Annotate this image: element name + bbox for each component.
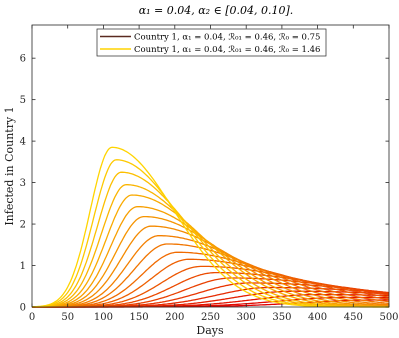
- y-tick-label-1: 1: [20, 261, 26, 272]
- series-line-0: [32, 146, 389, 308]
- chart-title: α₁ = 0.04, α₂ ∈ [0.04, 0.10].: [139, 4, 294, 17]
- x-axis: 0 50 100 150 200 250 300 350 400 450 500: [29, 25, 399, 323]
- x-tick-label-0: 0: [29, 312, 35, 323]
- legend-box: [96, 28, 327, 57]
- x-tick-label-1: 50: [61, 312, 74, 323]
- x-tick-label-9: 450: [344, 312, 363, 323]
- x-tick-label-4: 200: [165, 312, 184, 323]
- y-tick-label-6: 6: [20, 54, 26, 65]
- series-line-4: [32, 194, 389, 308]
- y-tick-label-0: 0: [20, 303, 26, 314]
- x-tick-label-5: 250: [201, 312, 220, 323]
- legend: Country 1, α₁ = 0.04, ℛ₀₁ = 0.46, ℛ₀ = 0…: [96, 28, 327, 57]
- y-tick-label-2: 2: [20, 220, 26, 231]
- series-line-8: [32, 235, 390, 308]
- x-tick-label-8: 400: [308, 312, 327, 323]
- series-group: [31, 146, 390, 308]
- y-tick-label-3: 3: [20, 178, 26, 189]
- series-line-10: [32, 251, 390, 308]
- series-line-11: [32, 258, 390, 308]
- x-axis-label: Days: [196, 324, 224, 337]
- y-tick-label-5: 5: [20, 95, 26, 106]
- y-tick-label-4: 4: [20, 137, 26, 148]
- x-tick-label-10: 500: [379, 312, 398, 323]
- y-axis: 0 1 2 3 4 5 6: [20, 54, 389, 314]
- x-tick-label-6: 300: [237, 312, 256, 323]
- legend-label-0: Country 1, α₁ = 0.04, ℛ₀₁ = 0.46, ℛ₀ = 0…: [134, 33, 320, 43]
- series-line-9: [32, 243, 390, 308]
- x-tick-label-2: 100: [94, 312, 113, 323]
- x-tick-label-7: 350: [272, 312, 291, 323]
- series-line-3: [32, 184, 389, 308]
- series-line-12: [32, 265, 390, 308]
- legend-label-1: Country 1, α₁ = 0.04, ℛ₀₁ = 0.46, ℛ₀ = 1…: [134, 45, 320, 55]
- y-axis-label: Infected in Country 1: [3, 106, 16, 225]
- x-tick-label-3: 150: [130, 312, 149, 323]
